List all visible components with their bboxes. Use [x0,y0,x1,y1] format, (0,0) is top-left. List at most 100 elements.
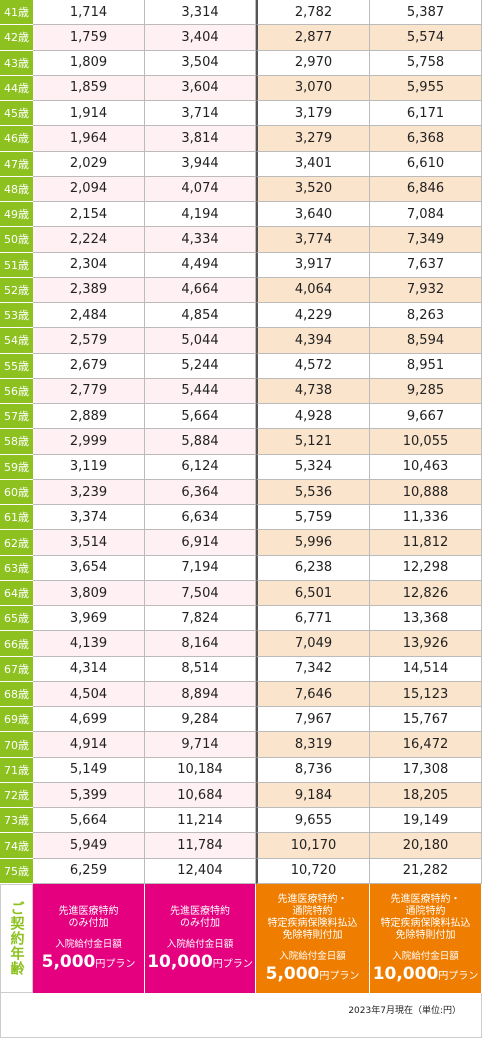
value-cell: 7,349 [370,227,482,253]
value-cell: 10,720 [256,858,370,884]
value-cell: 10,888 [370,479,482,506]
value-cell: 18,205 [370,782,482,809]
value-cell: 7,932 [370,277,482,304]
value-cell: 3,179 [256,101,370,127]
value-cell: 4,064 [256,277,370,304]
age-cell: 45歳 [0,101,33,127]
value-cell: 4,738 [256,378,370,405]
plan-amount: 5,000円プラン [266,964,360,984]
value-cell: 7,084 [370,202,482,228]
value-cell: 3,604 [145,75,256,102]
value-cell: 2,779 [33,378,145,405]
value-cell: 6,610 [370,151,482,177]
value-cell: 2,154 [33,202,145,228]
value-cell: 3,504 [145,50,256,76]
age-cell: 47歳 [0,151,33,177]
value-cell: 1,809 [33,50,145,76]
age-cell: 74歳 [0,833,33,859]
value-cell: 3,070 [256,75,370,102]
corner-label: ご契約年齢 [8,901,25,976]
value-cell: 3,404 [145,25,256,51]
age-cell: 44歳 [0,75,33,102]
value-cell: 5,949 [33,833,145,859]
age-cell: 67歳 [0,656,33,682]
value-cell: 10,463 [370,454,482,480]
value-cell: 3,520 [256,176,370,203]
value-cell: 6,259 [33,858,145,884]
value-cell: 6,634 [145,505,256,531]
plan-benefit: 入院給付金日額 [55,938,122,950]
value-cell: 4,314 [33,656,145,682]
value-cell: 2,579 [33,328,145,354]
value-cell: 5,758 [370,50,482,76]
age-cell: 69歳 [0,707,33,733]
age-cell: 72歳 [0,782,33,809]
amount: 5,000 [265,963,320,984]
value-cell: 3,279 [256,126,370,152]
value-cell: 5,444 [145,378,256,405]
value-cell: 7,646 [256,681,370,708]
value-cell: 5,664 [145,404,256,430]
age-cell: 53歳 [0,303,33,329]
value-cell: 5,996 [256,530,370,556]
value-cell: 5,121 [256,429,370,455]
value-cell: 5,574 [370,25,482,51]
value-cell: 3,640 [256,202,370,228]
value-cell: 2,679 [33,353,145,379]
value-cell: 1,714 [33,0,145,26]
age-cell: 60歳 [0,479,33,506]
value-cell: 4,074 [145,176,256,203]
value-cell: 4,494 [145,252,256,278]
value-cell: 5,244 [145,353,256,379]
value-cell: 7,194 [145,555,256,581]
value-cell: 5,399 [33,782,145,809]
value-cell: 17,308 [370,757,482,783]
value-cell: 1,859 [33,75,145,102]
age-cell: 56歳 [0,378,33,405]
value-cell: 20,180 [370,833,482,859]
value-cell: 6,171 [370,101,482,127]
value-cell: 3,401 [256,151,370,177]
amount: 5,000 [41,951,96,972]
value-cell: 9,184 [256,782,370,809]
value-cell: 1,759 [33,25,145,51]
value-cell: 4,229 [256,303,370,329]
age-cell: 41歳 [0,0,33,26]
plan-title: 先進医療特約・ [277,893,348,905]
value-cell: 3,917 [256,252,370,278]
value-cell: 5,664 [33,808,145,834]
plan-benefit: 入院給付金日額 [392,950,459,962]
value-cell: 9,285 [370,378,482,405]
age-cell: 63歳 [0,555,33,581]
plan-title: 特定疾病保険料払込 [380,917,471,929]
value-cell: 9,667 [370,404,482,430]
age-cell: 66歳 [0,631,33,657]
value-cell: 2,304 [33,252,145,278]
value-cell: 2,224 [33,227,145,253]
value-cell: 10,684 [145,782,256,809]
age-cell: 55歳 [0,353,33,379]
plan-title: 免除特則付加 [395,929,456,941]
value-cell: 6,771 [256,606,370,632]
amount-unit: 円プラン [212,958,253,970]
value-cell: 3,809 [33,580,145,607]
plan-benefit: 入院給付金日額 [279,950,346,962]
plan-title: 先進医療特約 [58,905,119,917]
value-cell: 7,049 [256,631,370,657]
value-cell: 3,654 [33,555,145,581]
value-cell: 14,514 [370,656,482,682]
value-cell: 5,955 [370,75,482,102]
age-cell: 43歳 [0,50,33,76]
value-cell: 12,826 [370,580,482,607]
corner-cell: ご契約年齢 [0,884,33,993]
age-cell: 48歳 [0,176,33,203]
age-cell: 62歳 [0,530,33,556]
value-cell: 3,314 [145,0,256,26]
age-cell: 58歳 [0,429,33,455]
value-cell: 4,928 [256,404,370,430]
value-cell: 3,944 [145,151,256,177]
plan-amount: 10,000円プラン [373,964,479,984]
value-cell: 11,336 [370,505,482,531]
value-cell: 3,969 [33,606,145,632]
value-cell: 2,970 [256,50,370,76]
